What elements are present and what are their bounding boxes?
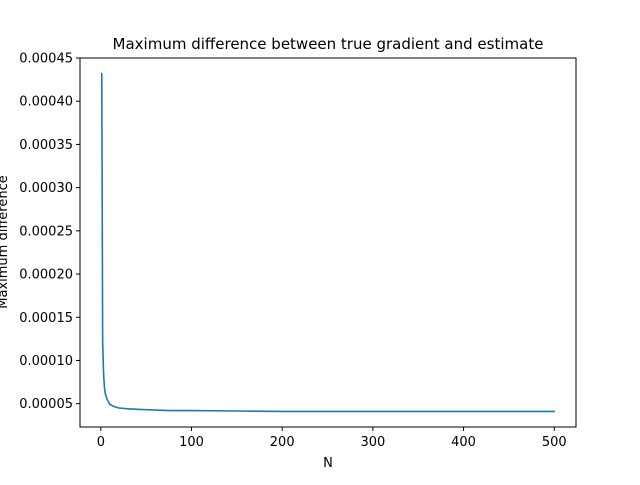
- y-tick-label: 0.00040: [19, 95, 73, 110]
- x-axis: 0 100 200 300 400 500: [97, 427, 567, 450]
- y-tick-label: 0.00025: [19, 224, 73, 239]
- axes-frame: [79, 57, 577, 428]
- y-tick-label: 0.00035: [19, 138, 73, 153]
- x-tick-label: 100: [179, 435, 204, 450]
- y-tick-label: 0.00030: [19, 181, 73, 196]
- chart-title: Maximum difference between true gradient…: [113, 35, 544, 53]
- y-axis-label: Maximum difference: [0, 175, 11, 308]
- x-tick-label: 0: [97, 435, 105, 450]
- x-tick-label: 500: [542, 435, 567, 450]
- x-axis-label: N: [323, 456, 333, 471]
- plot-area: [100, 72, 556, 413]
- y-axis: 0.00005 0.00010 0.00015 0.00020 0.00025 0.000…: [19, 52, 80, 412]
- y-tick-label: 0.00020: [19, 268, 73, 283]
- y-tick-label: 0.00010: [19, 354, 73, 369]
- x-tick-label: 400: [451, 435, 476, 450]
- y-tick-label: 0.00015: [19, 311, 73, 326]
- y-tick-label: 0.00005: [19, 397, 73, 412]
- x-tick-label: 300: [360, 435, 385, 450]
- x-tick-label: 200: [270, 435, 295, 450]
- series-line: [100, 72, 556, 413]
- y-tick-label: 0.00045: [19, 52, 73, 67]
